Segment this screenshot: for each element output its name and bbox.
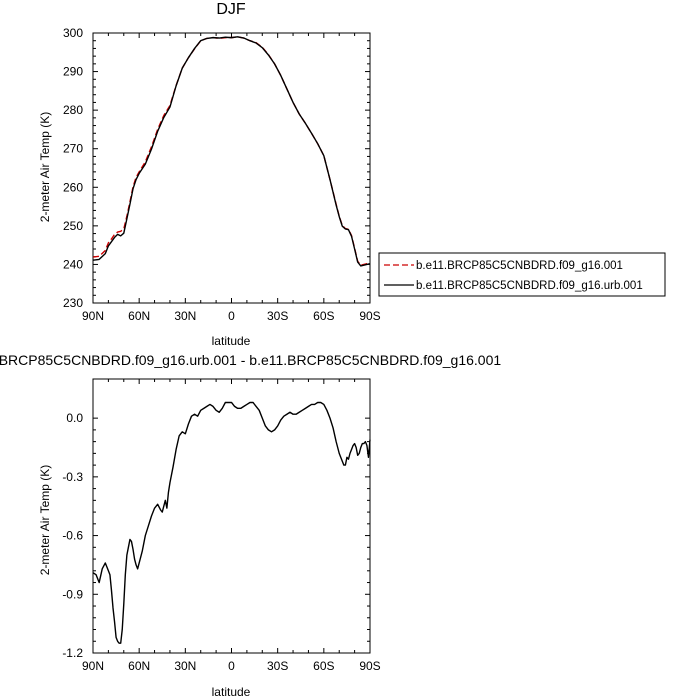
top-series-line-2: [92, 36, 371, 267]
bottom-plot-frame: [92, 378, 371, 654]
bottom-x-axis-label: latitude: [212, 685, 251, 699]
bottom-y-tick-label: -0.3: [62, 470, 83, 484]
legend-label-1: b.e11.BRCP85C5CNBDRD.f09_g16.001: [416, 260, 623, 272]
bottom-y-axis-label: 2-meter Air Temp (K): [38, 465, 52, 575]
top-y-tick-label: 250: [63, 219, 83, 233]
top-x-tick-label: 90N: [82, 309, 104, 323]
bottom-y-tick-label: -1.2: [62, 646, 83, 660]
top-x-tick-label: 60N: [128, 309, 150, 323]
bottom-y-tick-label: 0.0: [66, 411, 83, 425]
bottom-series-line-1: [92, 401, 371, 644]
bottom-x-tick-label: 30S: [267, 659, 288, 673]
legend-box: [378, 252, 666, 297]
top-y-tick-label: 260: [63, 180, 83, 194]
top-x-tick-label: 60S: [313, 309, 334, 323]
bottom-plot-area: [92, 401, 371, 644]
bottom-y-tick-label: -0.9: [62, 587, 83, 601]
top-x-tick-label: 30S: [267, 309, 288, 323]
top-y-tick-label: 240: [63, 257, 83, 271]
bottom-x-tick-label: 90N: [82, 659, 104, 673]
top-y-axis-label: 2-meter Air Temp (K): [38, 112, 52, 222]
bottom-x-tick-label: 90S: [359, 659, 380, 673]
bottom-y-tick-label: -0.6: [62, 529, 83, 543]
top-y-tick-label: 270: [63, 142, 83, 156]
legend: b.e11.BRCP85C5CNBDRD.f09_g16.001 b.e11.B…: [378, 252, 666, 297]
top-axis-ticks: 90N 60N 30N 0 30S 60S 90S 230 240 250 260 270 280 290…: [63, 26, 381, 323]
top-y-tick-label: 300: [63, 26, 83, 40]
top-plot-frame: [92, 32, 371, 304]
top-x-tick-label: 90S: [359, 309, 380, 323]
top-y-tick-label: 230: [63, 296, 83, 310]
top-series-line-1: [92, 36, 371, 266]
bottom-x-tick-label: 60S: [313, 659, 334, 673]
top-plot-area: [92, 36, 371, 267]
bottom-axis-ticks: 90N 60N 30N 0 30S 60S 90S -1.2 -0.9 -0.6 -0.3 0.0: [62, 378, 381, 673]
bottom-x-tick-label: 30N: [174, 659, 196, 673]
bottom-chart-title: b.e11.BRCP85C5CNBDRD.f09_g16.urb.001 - b…: [0, 352, 501, 368]
top-y-tick-label: 280: [63, 103, 83, 117]
top-y-tick-label: 290: [63, 65, 83, 79]
legend-label-2: b.e11.BRCP85C5CNBDRD.f09_g16.urb.001: [416, 280, 643, 292]
bottom-x-tick-label: 60N: [128, 659, 150, 673]
top-x-tick-label: 30N: [174, 309, 196, 323]
bottom-x-tick-label: 0: [228, 659, 235, 673]
top-x-tick-label: 0: [228, 309, 235, 323]
top-x-axis-label: latitude: [212, 334, 251, 348]
top-chart-title: DJF: [216, 1, 246, 18]
